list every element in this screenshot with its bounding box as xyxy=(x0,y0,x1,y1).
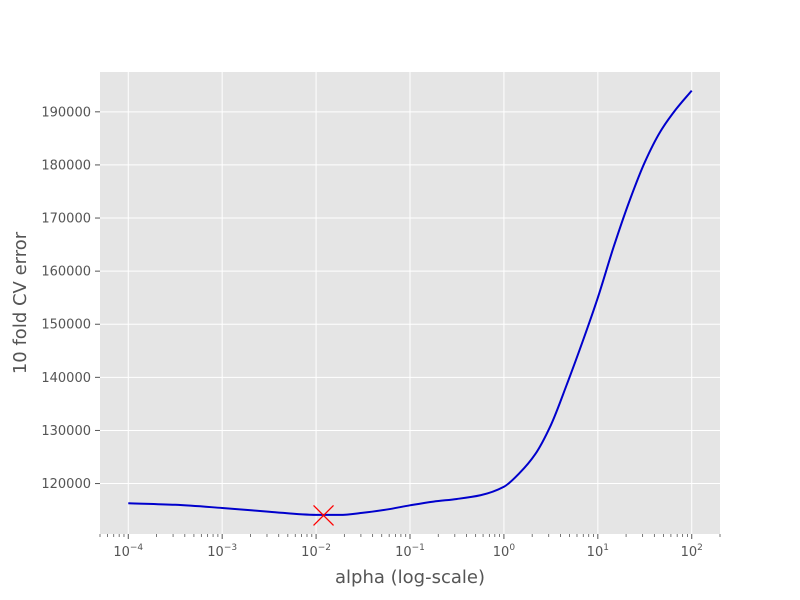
x-axis-label: alpha (log-scale) xyxy=(335,567,485,588)
y-tick-label: 130000 xyxy=(41,424,91,439)
y-tick-label: 120000 xyxy=(41,477,91,492)
x-tick-label: 10−2 xyxy=(301,543,331,560)
minimum-marker xyxy=(313,504,334,526)
y-tick-label: 160000 xyxy=(41,265,91,280)
x-tick-label: 102 xyxy=(681,543,703,560)
x-tick-label: 10−1 xyxy=(395,543,425,560)
y-tick-label: 180000 xyxy=(41,158,91,173)
y-axis-label: 10 fold CV error xyxy=(10,231,31,374)
y-tick-labels: 120000 130000 140000 150000 160000 170000 1800… xyxy=(41,105,100,492)
y-tick-label: 140000 xyxy=(41,371,91,386)
x-tick-label: 10−3 xyxy=(207,543,237,560)
x-tick-labels: 10−4 10−3 10−2 10−1 100 101 102 xyxy=(113,534,703,560)
y-tick-label: 170000 xyxy=(41,212,91,227)
series-line xyxy=(128,89,693,516)
y-tick-label: 150000 xyxy=(41,318,91,333)
x-tick-label: 100 xyxy=(493,543,516,560)
minor-ticks xyxy=(99,534,721,537)
grid xyxy=(100,72,720,534)
x-tick-label: 10−4 xyxy=(113,543,143,560)
marker-stroke xyxy=(313,504,334,526)
y-tick-label: 190000 xyxy=(41,105,91,120)
x-tick-label: 101 xyxy=(587,543,609,560)
